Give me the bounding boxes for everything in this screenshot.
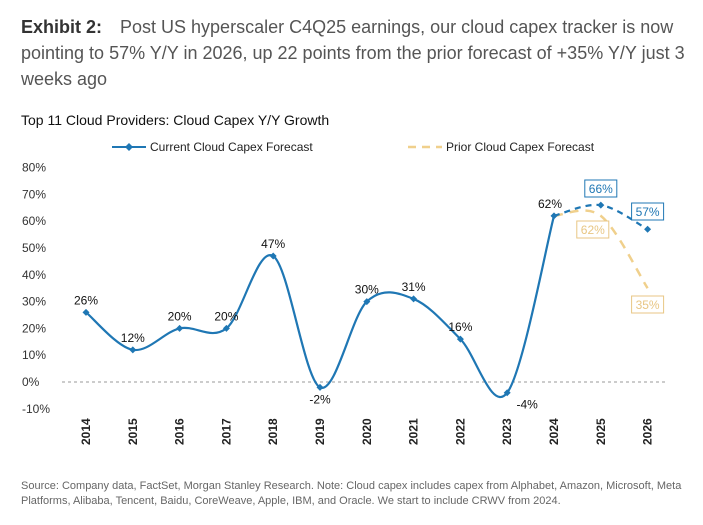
data-point <box>316 383 324 391</box>
data-point <box>410 295 418 303</box>
data-point <box>456 335 464 343</box>
data-label: 16% <box>448 320 472 334</box>
x-tick-label: 2015 <box>126 418 140 445</box>
x-tick-label: 2020 <box>360 418 374 445</box>
data-point <box>269 252 277 260</box>
data-point <box>176 324 184 332</box>
data-label: 12% <box>121 331 145 345</box>
current-forecast-2025-label-box <box>584 179 618 198</box>
y-tick-label: -10% <box>22 402 50 416</box>
current-forecast-2026-label-box <box>631 202 665 221</box>
data-point <box>503 389 511 397</box>
prior-forecast-2025-label: 62% <box>581 223 605 237</box>
y-tick-label: 80% <box>22 161 46 175</box>
data-point <box>644 225 652 233</box>
x-tick-label: 2016 <box>173 418 187 445</box>
data-label: -2% <box>309 392 331 406</box>
current-forecast-2026-label: 57% <box>636 205 660 219</box>
prior-forecast-2026-label: 35% <box>636 298 660 312</box>
y-tick-label: 70% <box>22 187 46 201</box>
prior-forecast-2026-label-box <box>631 295 665 314</box>
x-tick-label: 2023 <box>500 418 514 445</box>
data-point <box>550 212 558 220</box>
data-label: 20% <box>168 309 192 323</box>
capex-growth-chart: -10% 0% 10% 20% 30% 40% 50% 60% 70% 80% 2014 2015 20… <box>22 140 668 445</box>
x-tick-label: 2021 <box>407 418 421 445</box>
x-tick-label: 2017 <box>219 418 233 445</box>
current-forecast-2025-label: 66% <box>589 182 613 196</box>
exhibit-label: Exhibit 2: <box>21 17 103 37</box>
data-label: 31% <box>402 280 426 294</box>
data-label: 62% <box>538 197 562 211</box>
data-label: 47% <box>261 237 285 251</box>
exhibit-heading: Exhibit 2: Post US hyperscaler C4Q25 earn… <box>21 14 693 92</box>
data-point <box>129 346 137 354</box>
chart-title: Top 11 Cloud Providers: Cloud Capex Y/Y … <box>21 112 330 128</box>
data-point <box>597 201 605 209</box>
current-actual-line <box>85 215 556 398</box>
source-note: Source: Company data, FactSet, Morgan St… <box>21 480 682 507</box>
x-tick-label: 2024 <box>547 418 561 445</box>
x-tick-label: 2022 <box>453 418 467 445</box>
y-tick-label: 20% <box>22 321 46 335</box>
prior-forecast-2025-label-box <box>576 220 610 239</box>
x-tick-label: 2026 <box>641 418 655 445</box>
x-tick-label: 2019 <box>313 418 327 445</box>
legend-prior-label: Prior Cloud Capex Forecast <box>446 140 595 154</box>
data-label: 26% <box>74 293 98 307</box>
data-label: -4% <box>517 398 539 412</box>
legend-current-marker <box>125 143 133 151</box>
legend-current-label: Current Cloud Capex Forecast <box>150 140 313 154</box>
data-label: 20% <box>214 309 238 323</box>
y-tick-label: 0% <box>22 375 40 389</box>
data-point <box>82 308 90 316</box>
prior-forecast-line <box>553 209 649 289</box>
exhibit-text: Post US hyperscaler C4Q25 earnings, our … <box>21 17 685 89</box>
y-tick-label: 10% <box>22 348 46 362</box>
x-tick-label: 2025 <box>594 418 608 445</box>
data-point <box>363 298 371 306</box>
data-label: 30% <box>355 283 379 297</box>
data-point <box>222 324 230 332</box>
x-tick-label: 2014 <box>79 418 93 445</box>
y-tick-label: 30% <box>22 295 46 309</box>
y-tick-label: 40% <box>22 268 46 282</box>
x-tick-label: 2018 <box>266 418 280 445</box>
y-tick-label: 60% <box>22 214 46 228</box>
y-tick-label: 50% <box>22 241 46 255</box>
